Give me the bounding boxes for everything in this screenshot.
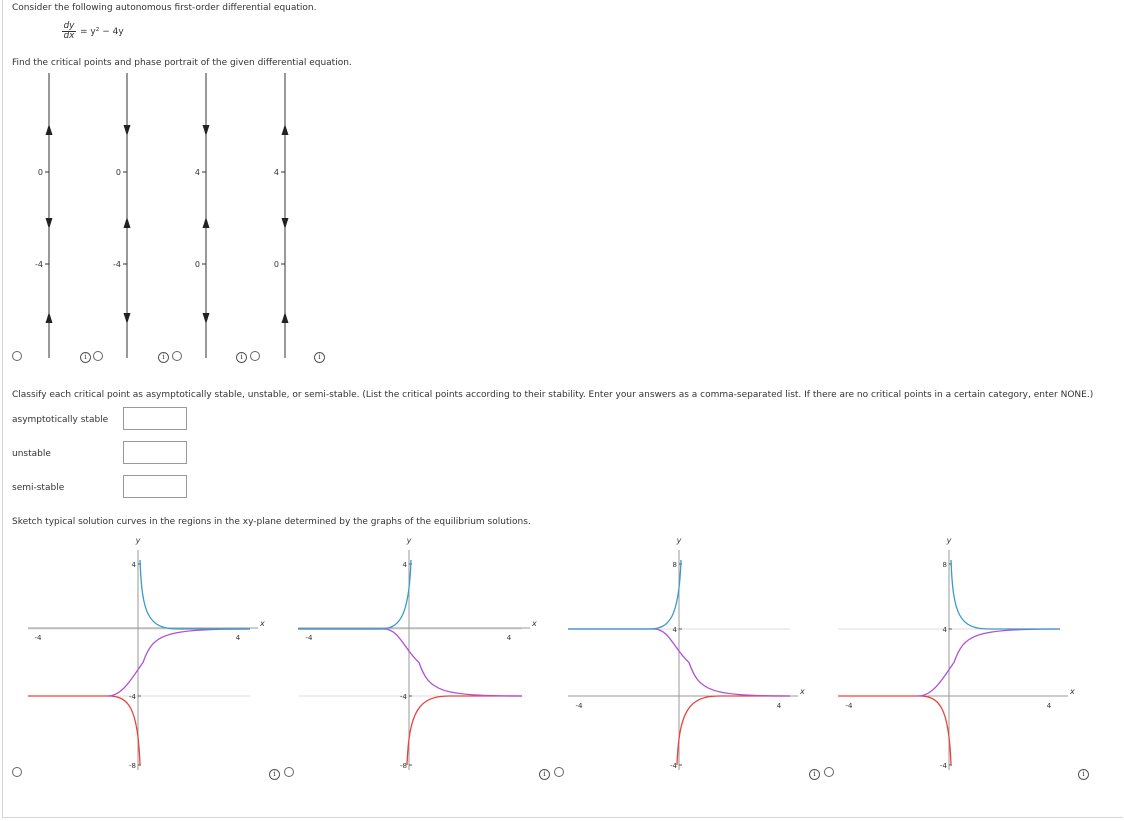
x-tick-label: 4: [1047, 702, 1052, 710]
y-axis-label: y: [135, 536, 141, 545]
sketch-option-3-radio[interactable]: [554, 767, 564, 777]
chart-2-series-3: [406, 695, 522, 766]
y-tick-label: 4: [943, 626, 948, 634]
arrow-down-icon: [123, 125, 131, 136]
phase-2-label-bottom: -4: [113, 260, 121, 269]
chart-2-series-2: [298, 628, 523, 697]
arrow-up-icon: [123, 217, 131, 228]
phase-option-4-radio[interactable]: [250, 351, 260, 361]
y-tick-label: -4: [129, 693, 137, 701]
equation-rhs: = y² − 4y: [80, 27, 124, 37]
chart-1-series-1: [139, 559, 250, 630]
x-tick-label: 4: [777, 702, 782, 710]
arrow-down-icon: [202, 125, 210, 136]
asymptotically-stable-input[interactable]: [123, 407, 187, 430]
phase-option-2-info-icon[interactable]: i: [158, 352, 169, 363]
phase-option-4-info-icon[interactable]: i: [314, 352, 325, 363]
y-tick-label: 8: [673, 561, 677, 569]
arrow-up-icon: [45, 312, 53, 323]
phase-option-3-info-icon[interactable]: i: [236, 352, 247, 363]
arrow-up-icon: [202, 217, 210, 228]
y-tick-label: -8: [129, 762, 136, 770]
y-axis-label: y: [676, 536, 682, 545]
y-axis-label: y: [946, 536, 952, 545]
chart-3-series-3: [676, 695, 790, 766]
solution-curve-charts: x y -4 4 4 -4 -8 x y -4 4 4 -4 -8 x y -4 4 8 4 -4 x y -4 4 8 4 -4: [28, 536, 1075, 770]
asymptotically-stable-label: asymptotically stable: [12, 415, 109, 425]
arrow-up-icon: [281, 312, 289, 323]
phase-4-label-bottom: 0: [274, 260, 279, 269]
sketch-option-3-info-icon[interactable]: i: [809, 769, 820, 780]
arrow-up-icon: [281, 124, 289, 135]
chart-4-series-3: [838, 695, 952, 766]
equation-numerator: dy: [62, 21, 76, 32]
x-axis-label: x: [1069, 687, 1075, 696]
chart-4-series-1: [950, 559, 1060, 630]
semi-stable-label: semi-stable: [12, 483, 65, 493]
equation-denominator: dx: [63, 31, 75, 41]
arrow-up-icon: [45, 124, 53, 135]
x-tick-label: -4: [576, 702, 584, 710]
y-tick-label: 4: [132, 561, 137, 569]
phase-1-label-bottom: -4: [35, 260, 43, 269]
classify-prompt: Classify each critical point as asymptot…: [12, 390, 1094, 400]
phase-option-1-info-icon[interactable]: i: [80, 352, 91, 363]
chart-4: x y -4 4 8 4 -4: [838, 536, 1075, 770]
chart-2-series-1: [298, 559, 412, 630]
y-tick-label: -4: [400, 693, 408, 701]
sketch-prompt: Sketch typical solution curves in the re…: [12, 517, 531, 527]
y-axis-label: y: [406, 536, 412, 545]
phase-option-1-radio[interactable]: [12, 351, 22, 361]
arrow-down-icon: [123, 313, 131, 324]
chart-3: x y -4 4 8 4 -4: [568, 536, 805, 770]
chart-4-series-2: [917, 628, 1061, 697]
phase-2-label-top: 0: [116, 168, 121, 177]
x-axis-label: x: [799, 687, 805, 696]
y-tick-label: -4: [670, 762, 678, 770]
sketch-option-4-info-icon[interactable]: i: [1078, 769, 1089, 780]
x-tick-label: 4: [236, 634, 241, 642]
y-tick-label: 4: [403, 561, 408, 569]
unstable-input[interactable]: [123, 441, 187, 464]
arrow-down-icon: [202, 313, 210, 324]
sketch-option-1-radio[interactable]: [12, 767, 22, 777]
sketch-option-2-info-icon[interactable]: i: [539, 769, 550, 780]
sketch-option-1-info-icon[interactable]: i: [269, 769, 280, 780]
arrow-down-icon: [45, 218, 53, 229]
chart-1: x y -4 4 4 -4 -8: [28, 536, 265, 770]
phase-option-3-radio[interactable]: [172, 351, 182, 361]
arrow-down-icon: [281, 218, 289, 229]
sketch-option-4-radio[interactable]: [824, 767, 834, 777]
phase-4-label-top: 4: [274, 168, 279, 177]
y-tick-label: 8: [943, 561, 947, 569]
x-tick-label: -4: [35, 634, 43, 642]
x-axis-label: x: [531, 619, 537, 628]
chart-1-series-3: [28, 695, 141, 766]
unstable-label: unstable: [12, 449, 51, 459]
intro-text: Consider the following autonomous first-…: [12, 3, 317, 13]
phase-prompt: Find the critical points and phase portr…: [12, 58, 352, 68]
chart-3-series-1: [568, 559, 682, 630]
phase-3-label-bottom: 0: [195, 260, 200, 269]
chart-2: x y -4 4 4 -4 -8: [298, 536, 537, 770]
phase-portraits: 0 -4 0 -4 4 0 4 0: [35, 73, 289, 358]
chart-1-series-2: [107, 628, 251, 697]
y-tick-label: -8: [400, 762, 407, 770]
semi-stable-input[interactable]: [123, 475, 187, 498]
y-tick-label: -4: [940, 762, 948, 770]
phase-3-label-top: 4: [195, 168, 200, 177]
sketch-option-2-radio[interactable]: [284, 767, 294, 777]
x-tick-label: 4: [507, 634, 512, 642]
x-tick-label: -4: [306, 634, 314, 642]
x-tick-label: -4: [846, 702, 854, 710]
phase-1-label-top: 0: [38, 168, 43, 177]
phase-option-2-radio[interactable]: [93, 351, 103, 361]
x-axis-label: x: [259, 619, 265, 628]
chart-3-series-2: [568, 628, 791, 697]
y-tick-label: 4: [673, 626, 678, 634]
